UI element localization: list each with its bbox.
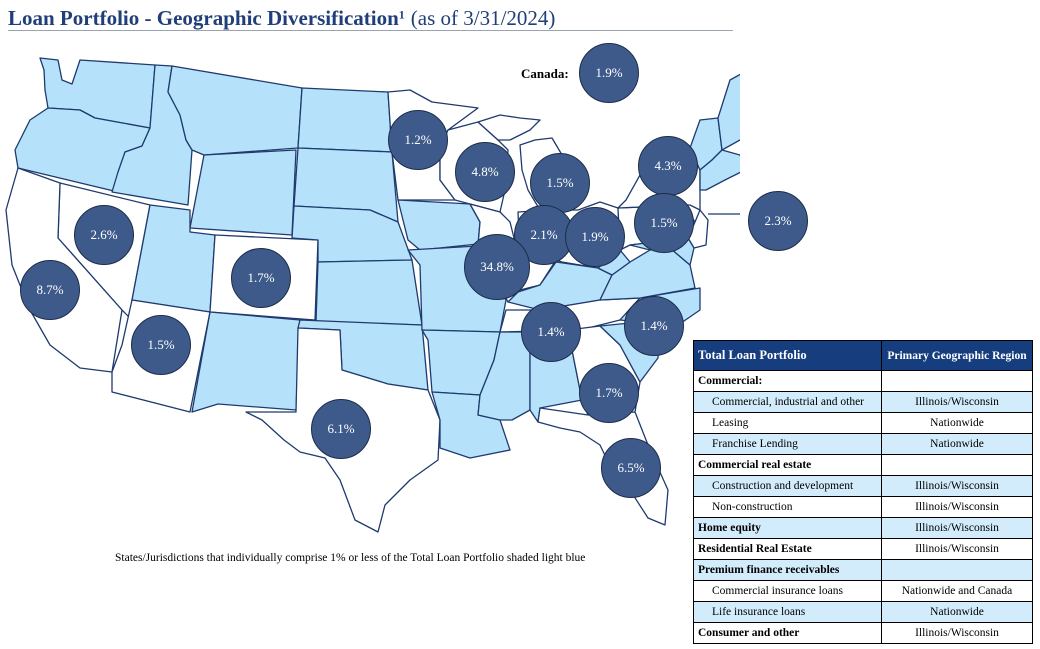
state-mississippi [477, 331, 531, 421]
row-label: Home equity [693, 517, 882, 539]
state-wyoming [189, 149, 297, 236]
row-label: Residential Real Estate [693, 538, 882, 560]
bubble-canada: 1.9% [579, 43, 639, 103]
row-region: Illinois/Wisconsin [881, 496, 1033, 518]
row-label: Commercial insurance loans [693, 580, 882, 602]
row-region: Nationwide and Canada [881, 580, 1033, 602]
row-region: Nationwide [881, 412, 1033, 434]
row-region [881, 370, 1033, 392]
title-bar: Loan Portfolio - Geographic Diversificat… [8, 6, 733, 31]
table-row: Commercial: [693, 370, 1033, 392]
table-body: Commercial: Commercial, industrial and ot… [693, 370, 1033, 644]
bubble-california: 8.7% [20, 260, 80, 320]
bubble-arizona: 1.5% [131, 315, 191, 375]
row-label: Life insurance loans [693, 601, 882, 623]
row-label: Franchise Lending [693, 433, 882, 455]
bubble-wisconsin: 4.8% [455, 142, 515, 202]
state-iowa [397, 199, 481, 251]
table-row: Premium finance receivables [693, 559, 1033, 581]
table-row: Home equity Illinois/Wisconsin [693, 517, 1033, 539]
state-maine [717, 73, 740, 151]
state-montana [167, 65, 303, 156]
bubble-michigan: 1.5% [530, 153, 590, 213]
row-region: Illinois/Wisconsin [881, 475, 1033, 497]
row-label: Premium finance receivables [693, 559, 882, 581]
bubble-pennsylvania: 1.5% [634, 193, 694, 253]
row-region: Illinois/Wisconsin [881, 391, 1033, 413]
header-total-loan-portfolio: Total Loan Portfolio [693, 340, 882, 371]
bubble-new-jersey: 2.3% [748, 191, 808, 251]
table-row: Residential Real Estate Illinois/Wisconsi… [693, 538, 1033, 560]
bubble-ohio: 1.9% [565, 207, 625, 267]
row-region [881, 454, 1033, 476]
table-row: Consumer and other Illinois/Wisconsin [693, 622, 1033, 644]
row-region [881, 559, 1033, 581]
table-row: Life insurance loans Nationwide [693, 601, 1033, 623]
title-footnote-marker: 1 [398, 7, 405, 22]
row-label: Commercial: [693, 370, 882, 392]
loan-portfolio-table: Total Loan Portfolio Primary Geographic … [693, 340, 1033, 644]
state-north-dakota [297, 87, 393, 153]
row-region: Nationwide [881, 433, 1033, 455]
bubble-florida: 6.5% [601, 438, 661, 498]
row-label: Consumer and other [693, 622, 882, 644]
bubble-illinois: 34.8% [464, 234, 530, 300]
bubble-nevada: 2.6% [74, 205, 134, 265]
bubble-tennessee: 1.4% [521, 302, 581, 362]
row-region: Nationwide [881, 601, 1033, 623]
as-of-date: (as of 3/31/2024) [410, 6, 556, 30]
table-row: Commercial insurance loans Nationwide and… [693, 580, 1033, 602]
row-label: Construction and development [693, 475, 882, 497]
row-label: Non-construction [693, 496, 882, 518]
row-label: Leasing [693, 412, 882, 434]
bubble-colorado: 1.7% [231, 248, 291, 308]
table-row: Commercial, industrial and other Illinois… [693, 391, 1033, 413]
bubble-georgia: 1.7% [579, 363, 639, 423]
table-row: Commercial real estate [693, 454, 1033, 476]
table-row: Non-construction Illinois/Wisconsin [693, 496, 1033, 518]
bubble-texas: 6.1% [311, 399, 371, 459]
bubble-north-carolina: 1.4% [624, 296, 684, 356]
table-row: Construction and development Illinois/Wis… [693, 475, 1033, 497]
header-primary-region: Primary Geographic Region [881, 340, 1033, 371]
canada-label: Canada: [521, 66, 569, 81]
table-row: Leasing Nationwide [693, 412, 1033, 434]
bubble-new-york: 4.3% [638, 136, 698, 196]
state-new-mexico [191, 311, 301, 413]
table-header-row: Total Loan Portfolio Primary Geographic … [693, 340, 1033, 371]
page-title: Loan Portfolio - Geographic Diversificat… [8, 6, 399, 30]
table-row: Franchise Lending Nationwide [693, 433, 1033, 455]
row-region: Illinois/Wisconsin [881, 622, 1033, 644]
row-label: Commercial real estate [693, 454, 882, 476]
bubble-minnesota: 1.2% [388, 110, 448, 170]
row-region: Illinois/Wisconsin [881, 538, 1033, 560]
state-mass-ct-ri [699, 149, 740, 191]
state-kansas [315, 259, 423, 326]
row-label: Commercial, industrial and other [693, 391, 882, 413]
state-michigan-upper [477, 114, 541, 141]
row-region: Illinois/Wisconsin [881, 517, 1033, 539]
map-footnote: States/Jurisdictions that individually c… [115, 552, 586, 564]
